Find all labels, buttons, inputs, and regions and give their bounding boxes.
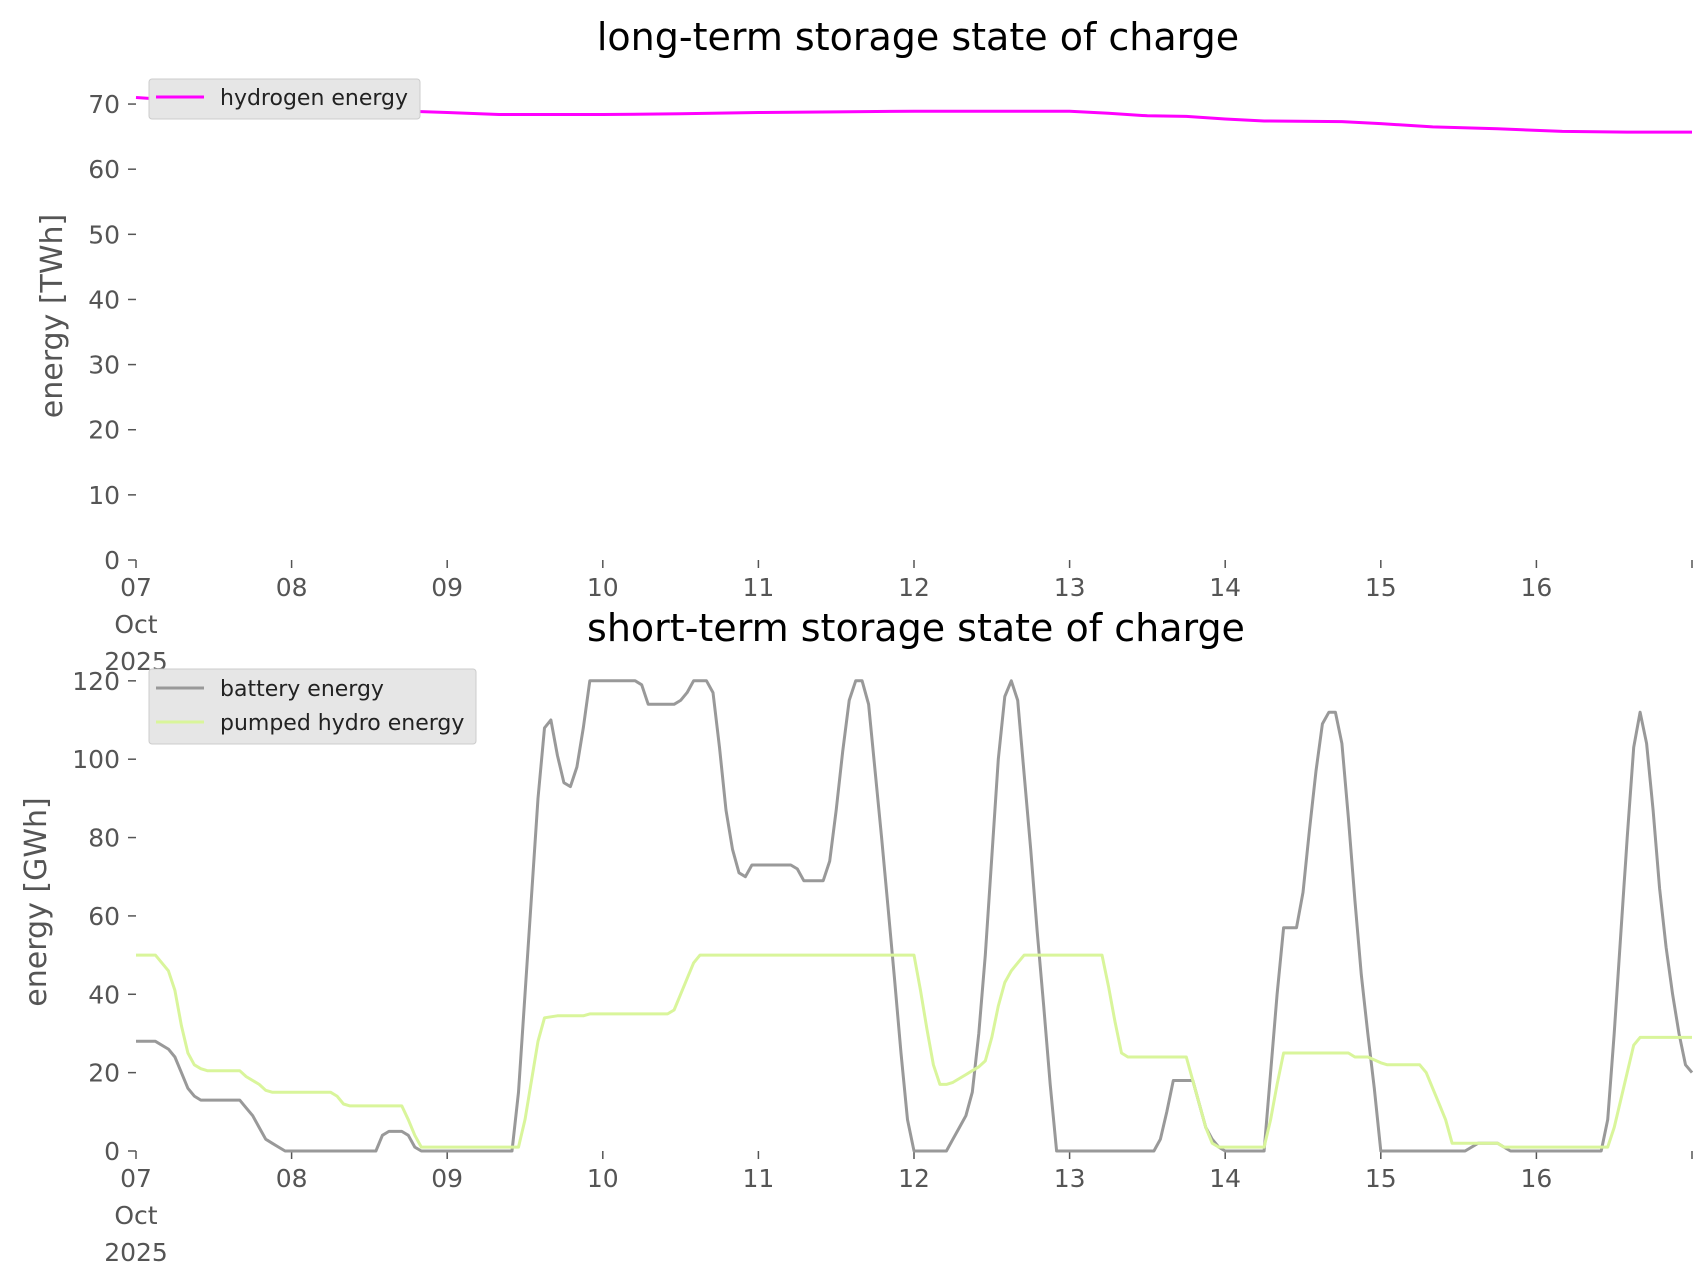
y-ticks: 0 20 40 60 80 100 120 bbox=[72, 667, 136, 1166]
y-tick-label: 20 bbox=[88, 416, 120, 445]
x-tick-label: 12 bbox=[898, 573, 930, 602]
y-axis-label: energy [TWh] bbox=[35, 214, 70, 418]
x-tick-label: 10 bbox=[587, 1164, 619, 1193]
y-tick-label: 40 bbox=[88, 980, 120, 1009]
legend-label-hydrogen-energy: hydrogen energy bbox=[220, 86, 408, 111]
chart-title: long-term storage state of charge bbox=[597, 15, 1239, 59]
legend-box bbox=[148, 78, 421, 120]
long-term-chart: long-term storage state of charge energy… bbox=[35, 15, 1693, 676]
y-tick-label: 0 bbox=[104, 546, 120, 575]
legend-box bbox=[148, 668, 477, 745]
y-tick-label: 0 bbox=[104, 1137, 120, 1166]
y-tick-label: 10 bbox=[88, 481, 120, 510]
y-tick-label: 50 bbox=[88, 220, 120, 249]
x-tick-label: 16 bbox=[1520, 573, 1552, 602]
y-tick-label: 60 bbox=[88, 155, 120, 184]
y-tick-label: 20 bbox=[88, 1059, 120, 1088]
x-tick-label: 09 bbox=[431, 1164, 463, 1193]
x-tick-label: 11 bbox=[742, 573, 774, 602]
x-ticks: 07 Oct 2025 08 09 10 11 12 13 14 15 16 bbox=[104, 1151, 1693, 1267]
y-ticks: 0 10 20 30 40 50 60 70 bbox=[88, 90, 136, 575]
y-tick-label: 30 bbox=[88, 351, 120, 380]
x-tick-label: Oct bbox=[114, 610, 157, 639]
x-tick-label: 14 bbox=[1209, 1164, 1241, 1193]
series-line-hydrogen-energy bbox=[135, 96, 1692, 134]
x-tick-label: Oct bbox=[114, 1201, 157, 1230]
x-tick-label: 08 bbox=[276, 1164, 308, 1193]
x-tick-label: 15 bbox=[1365, 1164, 1397, 1193]
y-tick-label: 60 bbox=[88, 902, 120, 931]
x-tick-label: 16 bbox=[1520, 1164, 1552, 1193]
x-tick-label: 12 bbox=[898, 1164, 930, 1193]
x-tick-label: 09 bbox=[431, 573, 463, 602]
x-tick-label: 13 bbox=[1054, 573, 1086, 602]
x-tick-label: 14 bbox=[1209, 573, 1241, 602]
y-tick-label: 80 bbox=[88, 824, 120, 853]
x-tick-label: 13 bbox=[1054, 1164, 1086, 1193]
series-lines bbox=[135, 96, 1692, 134]
y-axis-label: energy [GWh] bbox=[19, 797, 54, 1006]
legend-label-battery-energy: battery energy bbox=[220, 677, 384, 702]
x-tick-label: 10 bbox=[587, 573, 619, 602]
y-tick-label: 120 bbox=[72, 667, 120, 696]
series-line-pumped-hydro-energy bbox=[136, 953, 1692, 1149]
legend: battery energy pumped hydro energy bbox=[148, 668, 477, 745]
y-tick-label: 100 bbox=[72, 745, 120, 774]
chart-title: short-term storage state of charge bbox=[587, 606, 1245, 650]
x-tick-label: 11 bbox=[742, 1164, 774, 1193]
x-tick-label: 15 bbox=[1365, 573, 1397, 602]
x-tick-label: 07 bbox=[120, 1164, 152, 1193]
legend-label-pumped-hydro-energy: pumped hydro energy bbox=[220, 711, 464, 736]
x-tick-label: 07 bbox=[120, 573, 152, 602]
x-tick-label: 2025 bbox=[104, 1238, 168, 1267]
short-term-chart: short-term storage state of charge energ… bbox=[19, 606, 1694, 1267]
y-tick-label: 40 bbox=[88, 285, 120, 314]
y-tick-label: 70 bbox=[88, 90, 120, 119]
x-tick-label: 08 bbox=[276, 573, 308, 602]
series-line-battery-energy bbox=[136, 679, 1694, 1153]
legend: hydrogen energy bbox=[148, 78, 421, 120]
series-lines bbox=[136, 679, 1694, 1153]
